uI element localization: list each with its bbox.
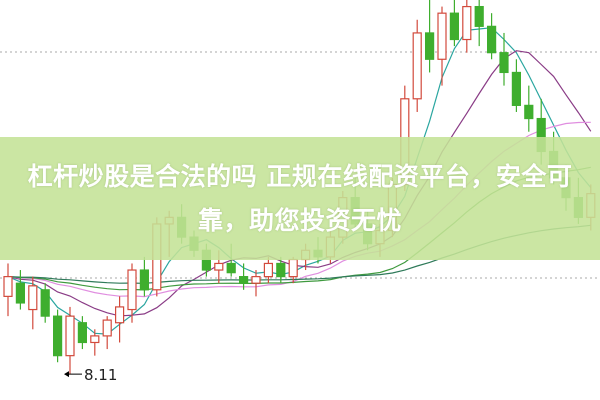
candle-up	[288, 258, 298, 278]
candle-down	[449, 12, 459, 41]
arrow-head-icon	[64, 371, 69, 378]
candle-down	[425, 32, 435, 60]
candle-down	[139, 269, 149, 291]
candle-down	[226, 262, 236, 274]
candle-down	[239, 276, 249, 284]
candle-down	[40, 289, 50, 317]
candle-up	[214, 262, 224, 271]
candle-up	[462, 5, 472, 41]
candle-up	[437, 12, 447, 60]
ma10-line	[7, 50, 592, 317]
candle-down	[15, 282, 25, 304]
candle-down	[77, 322, 88, 344]
candle-down	[52, 315, 63, 357]
candle-up	[28, 285, 38, 311]
candle-up	[114, 306, 125, 324]
candle-down	[474, 5, 484, 27]
candle-up	[65, 315, 75, 357]
candle-up	[102, 319, 112, 337]
candle-down	[499, 52, 509, 74]
candle-up	[3, 276, 13, 297]
candle-down	[487, 25, 497, 54]
candle-up	[263, 262, 273, 278]
candle-up	[127, 269, 137, 311]
candle-down	[276, 262, 286, 278]
candle-up	[412, 32, 422, 100]
promo-banner: 杠杆炒股是合法的吗 正规在线配资平台，安全可靠，助您投资无忧	[0, 137, 600, 260]
candle-up	[251, 276, 261, 284]
low-price-label: 8.11	[84, 366, 117, 384]
banner-text: 杠杆炒股是合法的吗 正规在线配资平台，安全可靠，助您投资无忧	[27, 161, 573, 235]
candle-up	[90, 335, 100, 344]
candle-down	[524, 104, 534, 120]
candle-down	[511, 71, 522, 106]
